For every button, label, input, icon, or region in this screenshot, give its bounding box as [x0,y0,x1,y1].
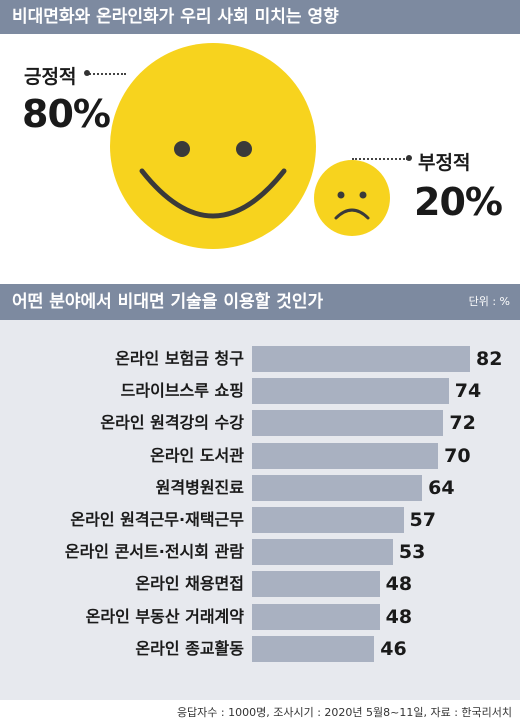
usage-header: 어떤 분야에서 비대면 기술을 이용할 것인가 단위 : % [0,284,520,320]
positive-label: 긍정적 [24,66,77,88]
usage-title: 어떤 분야에서 비대면 기술을 이용할 것인가 [12,292,324,312]
positive-leader-dot [84,70,90,76]
negative-label: 부정적 [418,152,471,174]
source-footnote: 응답자수 : 1000명, 조사시기 : 2020년 5월8~11일, 자료 :… [176,706,512,719]
negative-value: 20% [414,180,503,224]
smiling-face-icon [110,43,316,249]
unit-label: 단위 : % [468,295,510,308]
chart-background [0,320,520,700]
negative-leader-dot [406,155,412,161]
sad-face-icon [314,160,390,236]
impact-header: 비대면화와 온라인화가 우리 사회 미치는 영향 [0,0,520,34]
negative-leader-line [352,158,408,160]
impact-title: 비대면화와 온라인화가 우리 사회 미치는 영향 [12,7,339,27]
positive-leader-line [86,73,126,75]
positive-value: 80% [22,92,111,136]
